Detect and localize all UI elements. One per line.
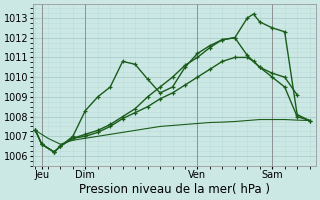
- X-axis label: Pression niveau de la mer( hPa ): Pression niveau de la mer( hPa ): [79, 183, 270, 196]
